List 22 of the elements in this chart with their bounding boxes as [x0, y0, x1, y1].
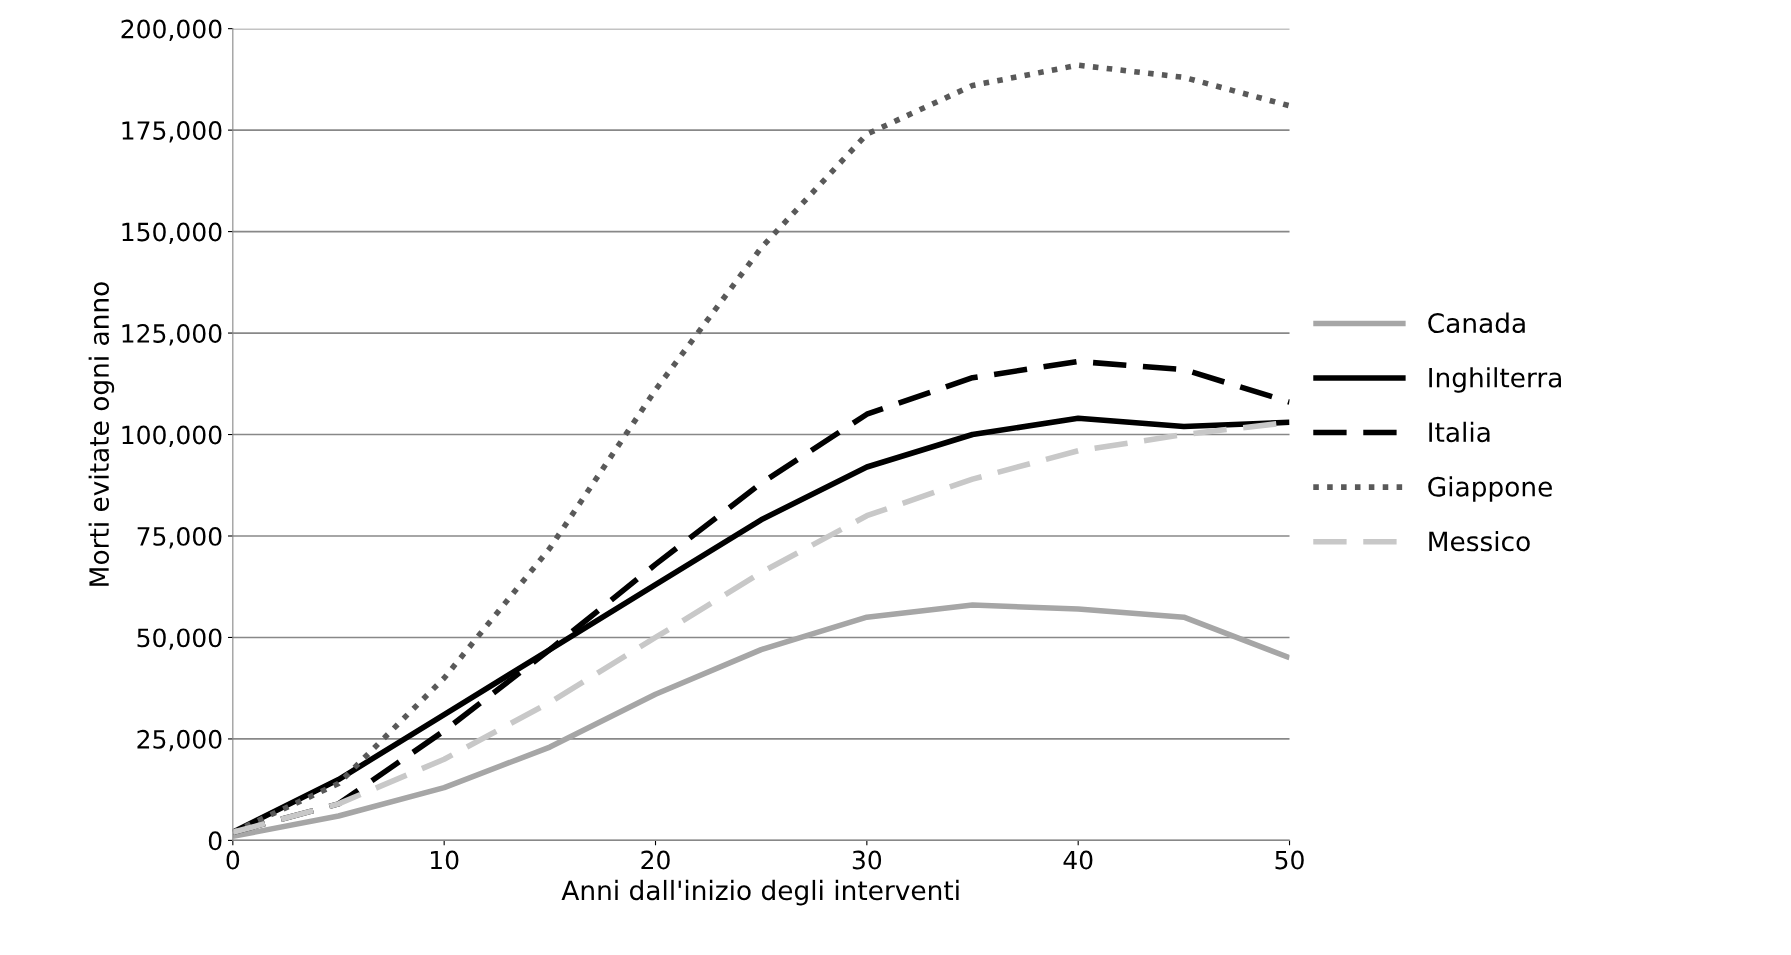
y-tick-label: 50,000 — [137, 628, 222, 650]
y-tick-label: 0 — [208, 831, 222, 851]
legend-label: Giappone — [1428, 476, 1552, 502]
x-tick-label: 10 — [431, 850, 459, 870]
y-tick-label: 75,000 — [137, 526, 222, 549]
y-tick-label: 175,000 — [122, 121, 222, 143]
x-tick-label: 50 — [1275, 850, 1304, 870]
legend-label: Canada — [1428, 312, 1525, 334]
y-tick-label: 200,000 — [121, 19, 222, 42]
x-tick-label: 40 — [1063, 850, 1093, 870]
legend-label: Messico — [1429, 530, 1530, 552]
y-tick-label: 125,000 — [122, 324, 222, 346]
y-tick-label: 25,000 — [137, 729, 222, 752]
x-tick-label: 0 — [226, 850, 240, 870]
legend-label: Italia — [1429, 421, 1490, 443]
x-tick-label: 20 — [641, 850, 670, 870]
x-axis-title: Anni dall'inizio degli interventi — [561, 879, 959, 906]
x-tick-label: 30 — [852, 850, 882, 870]
legend-label: Inghilterra — [1429, 367, 1561, 393]
y-tick-label: 150,000 — [122, 222, 222, 244]
y-tick-label: 100,000 — [122, 425, 222, 447]
y-axis-title: Morti evitate ogni anno — [88, 282, 115, 586]
